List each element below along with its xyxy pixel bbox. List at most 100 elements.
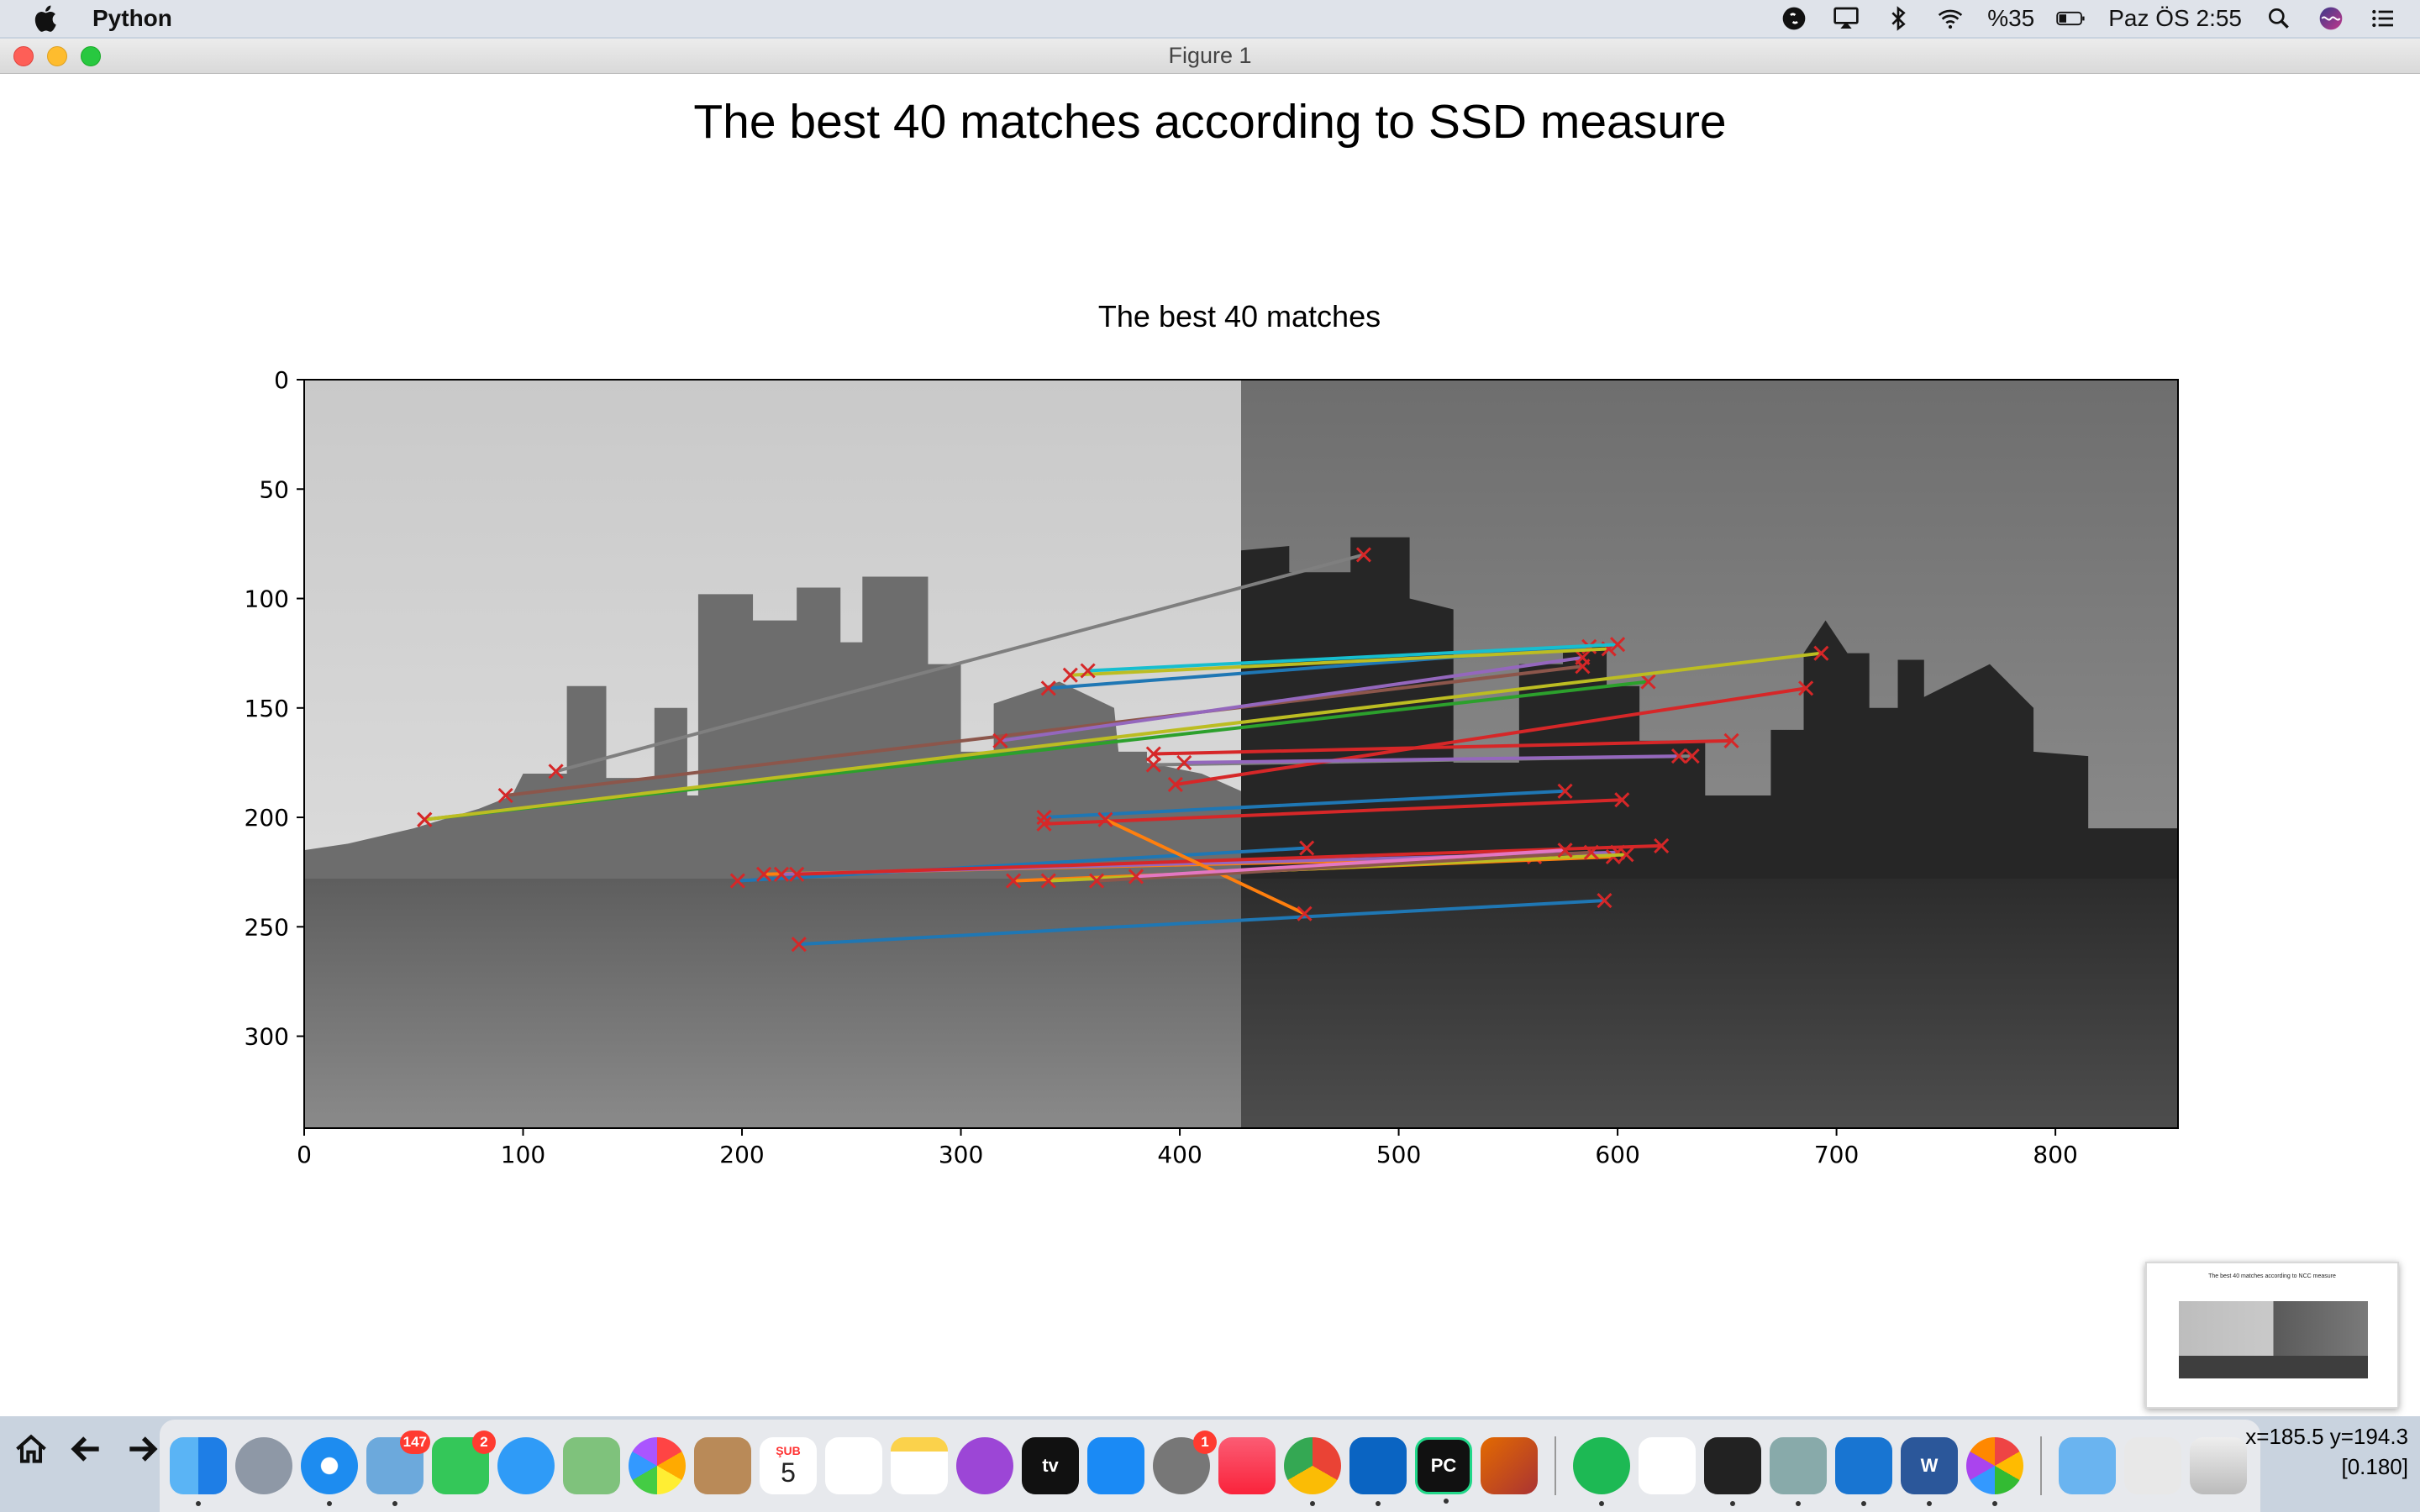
match-line	[1135, 848, 1565, 879]
dock-reminders-icon[interactable]	[825, 1437, 882, 1494]
window-title: Figure 1	[1168, 43, 1252, 68]
wifi-icon[interactable]	[1935, 5, 1965, 32]
axes-frame	[303, 379, 2179, 1129]
dock-document-icon[interactable]	[2124, 1437, 2181, 1494]
cursor-coordinates: x=185.5 y=194.3	[2245, 1424, 2408, 1449]
x-tick-label: 400	[1157, 1141, 1202, 1168]
dock-calendar-icon[interactable]: ŞUB 5	[760, 1437, 817, 1494]
dock-facetime-icon[interactable]: 2	[432, 1431, 496, 1494]
match-line	[1175, 686, 1807, 786]
back-button[interactable]	[62, 1425, 111, 1473]
dock-xcode-icon[interactable]	[1835, 1437, 1892, 1506]
match-marker	[1610, 637, 1626, 653]
figure-suptitle: The best 40 matches according to SSD mea…	[693, 95, 1727, 149]
bluetooth-icon[interactable]	[1883, 5, 1913, 32]
match-marker	[1040, 873, 1056, 889]
siri-icon[interactable]	[2316, 5, 2346, 32]
dock-pycharm-icon[interactable]: PC	[1415, 1437, 1472, 1504]
match-marker	[1036, 816, 1052, 832]
dock-downloads-folder-icon[interactable]	[2059, 1437, 2116, 1494]
thumbnail-water	[2179, 1356, 2368, 1378]
y-tick-label: 0	[274, 366, 289, 394]
match-marker	[1006, 873, 1022, 889]
arrow-right-icon	[129, 1436, 158, 1462]
dock-chrome-icon[interactable]	[1284, 1437, 1341, 1506]
match-marker	[1299, 840, 1315, 856]
dock-safari-icon[interactable]	[301, 1437, 358, 1506]
match-marker	[1355, 547, 1371, 563]
airplay-icon[interactable]	[1831, 5, 1861, 32]
match-line	[1104, 817, 1306, 916]
spotlight-search-icon[interactable]	[2264, 5, 2294, 32]
dock-contacts-icon[interactable]	[694, 1437, 751, 1494]
pixel-value: [0.180]	[2341, 1454, 2408, 1479]
window-titlebar[interactable]: Figure 1	[0, 39, 2420, 74]
dock-matlab-icon[interactable]	[1481, 1437, 1538, 1494]
match-marker	[1614, 792, 1630, 808]
menu-bar: Python %35 Paz ÖS 2:55	[0, 0, 2420, 37]
apple-icon[interactable]	[32, 3, 62, 34]
dock-music-icon[interactable]	[1218, 1437, 1276, 1494]
match-marker	[1583, 844, 1599, 860]
dock-trash-icon[interactable]	[2190, 1437, 2247, 1494]
match-marker	[791, 937, 807, 953]
x-tick-label: 300	[939, 1141, 983, 1168]
home-button[interactable]	[7, 1425, 55, 1473]
match-line	[1184, 754, 1680, 764]
dock-photos-icon[interactable]	[629, 1437, 686, 1494]
match-marker	[729, 873, 745, 889]
dock-notes-icon[interactable]	[891, 1437, 948, 1494]
right-image-skyline	[1241, 537, 2178, 888]
battery-percent: %35	[1987, 5, 2035, 31]
minimize-window-button[interactable]	[47, 46, 67, 66]
dock-appstore-icon[interactable]	[1087, 1437, 1144, 1494]
dock-slack-icon[interactable]	[1639, 1437, 1696, 1494]
match-line	[1096, 850, 1591, 883]
battery-icon[interactable]	[2056, 5, 2086, 32]
x-tick-label: 200	[719, 1141, 764, 1168]
match-line	[505, 664, 1583, 797]
dock-appletv-icon[interactable]: tv	[1022, 1437, 1079, 1494]
dock-word-icon[interactable]: W	[1901, 1437, 1958, 1506]
x-tick-label: 600	[1595, 1141, 1639, 1168]
dock-preview-icon[interactable]	[1770, 1437, 1827, 1506]
match-marker	[1654, 837, 1670, 853]
close-window-button[interactable]	[13, 46, 34, 66]
dock-maps-icon[interactable]	[563, 1437, 620, 1494]
menubar-clock[interactable]: Paz ÖS 2:55	[2108, 5, 2242, 31]
x-tick-label: 100	[501, 1141, 545, 1168]
match-marker	[497, 787, 513, 804]
match-lines	[417, 547, 1829, 953]
screenshot-thumbnail[interactable]: The best 40 matches according to NCC mea…	[2145, 1262, 2399, 1409]
right-image-water	[1241, 879, 2178, 1128]
dock-messages-icon[interactable]	[497, 1437, 555, 1494]
dock-spotify-icon[interactable]	[1573, 1437, 1630, 1506]
y-tick-label: 100	[245, 585, 289, 613]
forward-button[interactable]	[118, 1425, 166, 1473]
match-marker	[1145, 746, 1161, 762]
dock-launchpad-icon[interactable]	[235, 1437, 292, 1494]
match-marker	[1145, 757, 1161, 773]
dock-mail-icon[interactable]: 147	[366, 1431, 430, 1506]
match-marker	[548, 764, 564, 780]
match-marker	[1575, 649, 1591, 665]
match-line	[797, 843, 1662, 876]
match-line	[1000, 655, 1583, 743]
left-image-water	[304, 879, 1241, 1128]
dock-terminal-icon[interactable]	[1704, 1437, 1761, 1506]
app-name[interactable]: Python	[92, 5, 172, 31]
match-line	[555, 553, 1365, 774]
shazam-icon[interactable]	[1779, 5, 1809, 32]
match-marker	[1036, 809, 1052, 826]
dock-outlook-icon[interactable]	[1349, 1437, 1407, 1506]
dock-finder-icon[interactable]	[170, 1437, 227, 1506]
x-tick-label: 0	[297, 1141, 312, 1168]
dock-python-launcher-icon[interactable]	[1966, 1437, 2023, 1506]
x-tick-label: 800	[2033, 1141, 2077, 1168]
dock-system-preferences-icon[interactable]: 1	[1153, 1431, 1217, 1494]
match-line	[798, 899, 1605, 947]
dock-podcasts-icon[interactable]	[956, 1437, 1013, 1494]
notification-center-icon[interactable]	[2368, 5, 2398, 32]
zoom-window-button[interactable]	[81, 46, 101, 66]
